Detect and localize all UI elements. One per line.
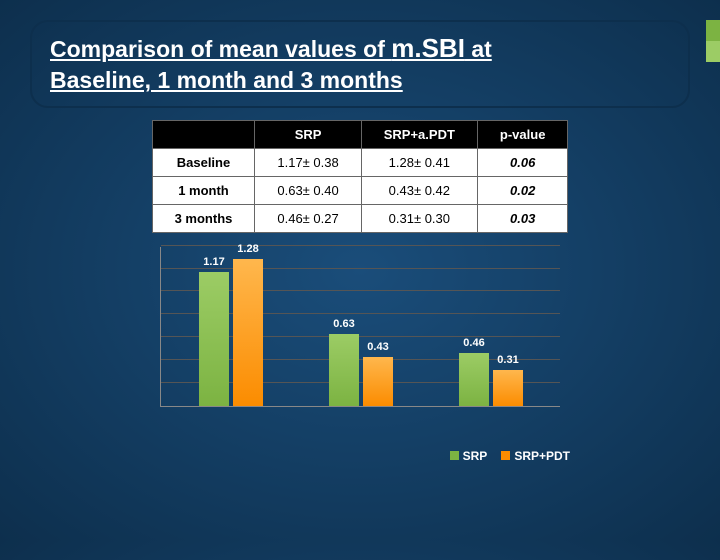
row-label-1month: 1 month <box>152 176 255 204</box>
swatch-orange <box>501 451 510 460</box>
table-row: Baseline 1.17± 0.38 1.28± 0.41 0.06 <box>152 148 568 176</box>
legend-item-srppdt: SRP+PDT <box>501 449 570 463</box>
legend-label-srppdt: SRP+PDT <box>514 449 570 463</box>
table-header-row: SRP SRP+a.PDT p-value <box>152 120 568 148</box>
row-label-baseline: Baseline <box>152 148 255 176</box>
bar-group: 0.630.43 <box>321 334 401 406</box>
bar-srp: 0.63 <box>329 334 359 406</box>
cell-srppdt: 1.28± 0.41 <box>361 148 477 176</box>
cell-srp: 0.46± 0.27 <box>255 204 361 232</box>
accent-bar <box>706 20 720 62</box>
bar-value-label: 0.31 <box>497 354 518 366</box>
cell-srp: 0.63± 0.40 <box>255 176 361 204</box>
row-label-3months: 3 months <box>152 204 255 232</box>
cell-srppdt: 0.31± 0.30 <box>361 204 477 232</box>
bar-value-label: 1.28 <box>237 243 258 255</box>
chart-gridline <box>161 245 560 246</box>
page-title: Comparison of mean values of m.SBI at Ba… <box>50 32 670 96</box>
col-srp: SRP <box>255 120 361 148</box>
cell-pval: 0.02 <box>477 176 568 204</box>
bar-value-label: 0.43 <box>367 341 388 353</box>
bar-srppdt: 0.31 <box>493 370 523 405</box>
legend-label-srp: SRP <box>463 449 488 463</box>
col-srppdt: SRP+a.PDT <box>361 120 477 148</box>
title-box: Comparison of mean values of m.SBI at Ba… <box>30 20 690 108</box>
bar-srp: 0.46 <box>459 353 489 406</box>
bar-srp: 1.17 <box>199 272 229 406</box>
bar-group: 0.460.31 <box>451 353 531 406</box>
cell-srppdt: 0.43± 0.42 <box>361 176 477 204</box>
title-emph: m.SBI <box>391 33 465 63</box>
title-middle: at <box>465 36 492 62</box>
data-table: SRP SRP+a.PDT p-value Baseline 1.17± 0.3… <box>152 120 569 233</box>
cell-srp: 1.17± 0.38 <box>255 148 361 176</box>
title-line2: Baseline, 1 month and 3 months <box>50 67 403 93</box>
bar-value-label: 1.17 <box>203 256 224 268</box>
legend-item-srp: SRP <box>450 449 488 463</box>
bar-group: 1.171.28 <box>191 259 271 405</box>
table-corner <box>152 120 255 148</box>
bar-value-label: 0.46 <box>463 337 484 349</box>
table-row: 1 month 0.63± 0.40 0.43± 0.42 0.02 <box>152 176 568 204</box>
cell-pval: 0.06 <box>477 148 568 176</box>
chart-legend: SRP SRP+PDT <box>450 449 570 463</box>
table-row: 3 months 0.46± 0.27 0.31± 0.30 0.03 <box>152 204 568 232</box>
bar-chart: 1.171.280.630.430.460.31 SRP SRP+PDT <box>130 247 590 457</box>
bar-value-label: 0.63 <box>333 318 354 330</box>
bar-srppdt: 1.28 <box>233 259 263 405</box>
title-prefix: Comparison of mean values of <box>50 36 391 62</box>
cell-pval: 0.03 <box>477 204 568 232</box>
chart-plot: 1.171.280.630.430.460.31 <box>160 247 560 407</box>
col-pvalue: p-value <box>477 120 568 148</box>
swatch-green <box>450 451 459 460</box>
bar-srppdt: 0.43 <box>363 357 393 406</box>
